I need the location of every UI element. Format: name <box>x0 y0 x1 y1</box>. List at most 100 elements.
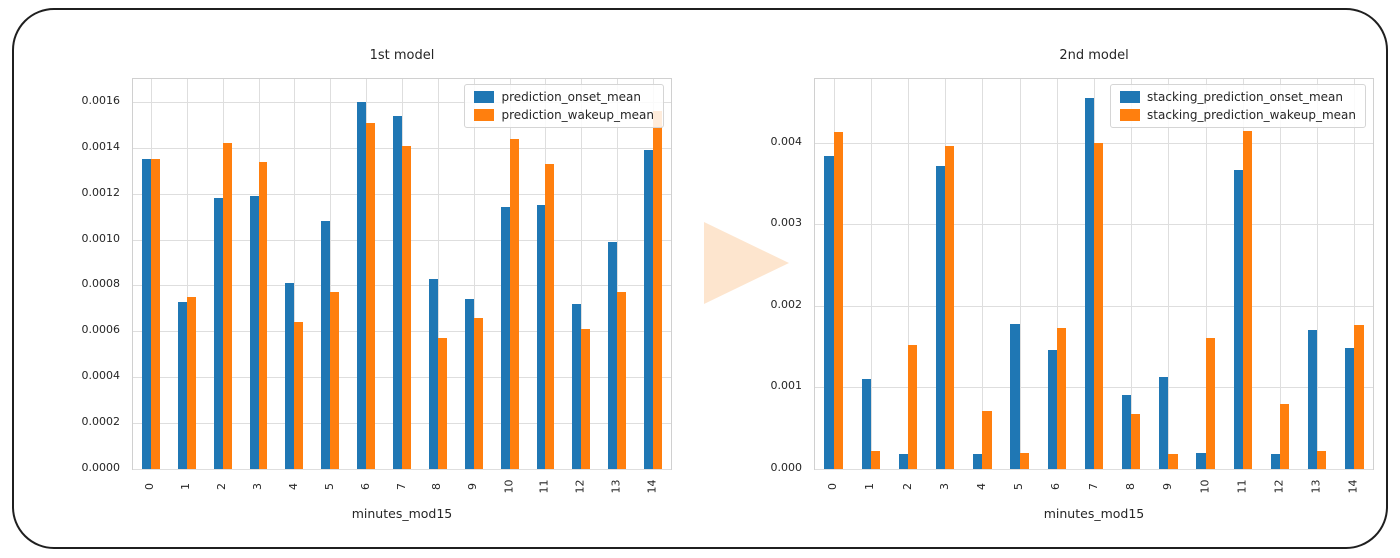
legend-item: stacking_prediction_onset_mean <box>1120 90 1356 104</box>
x-tick-label: 7 <box>1086 482 1100 490</box>
gridline <box>186 79 188 469</box>
y-tick-label: 0.0016 <box>81 93 121 107</box>
y-tick-label: 0.003 <box>770 216 803 230</box>
x-axis-labels: 0 1 2 3 4 5 6 7 8 9 10 11 12 13 14 <box>814 470 1374 506</box>
bar-onset <box>321 221 331 469</box>
chart-2nd-model: 2nd model 0.000 0.001 0.002 0.003 0.004 stac… <box>742 38 1384 543</box>
legend-swatch-onset <box>474 91 495 103</box>
y-tick-label: 0.0012 <box>81 185 121 199</box>
bar-wakeup <box>945 145 955 469</box>
bar-wakeup <box>294 322 304 469</box>
x-tick-label: 11 <box>1235 479 1249 493</box>
y-tick-label: 0.0006 <box>81 323 121 337</box>
legend-swatch-onset <box>1120 91 1141 103</box>
gridline <box>1056 79 1058 469</box>
bar-onset <box>1307 330 1318 469</box>
bar-onset <box>393 115 402 469</box>
gridline <box>437 79 439 469</box>
y-tick-label: 0.0004 <box>81 369 121 383</box>
gridline <box>581 79 583 469</box>
y-axis-labels: 0.0000 0.0002 0.0004 0.0006 0.0008 0.0010 0.00… <box>69 78 126 474</box>
legend-item: prediction_wakeup_mean <box>474 108 654 122</box>
x-tick-label: 5 <box>1012 482 1026 490</box>
x-tick-label: 13 <box>1309 479 1323 493</box>
gridline <box>1317 79 1319 469</box>
bar-onset <box>861 379 871 469</box>
legend: prediction_onset_mean prediction_wakeup_… <box>464 84 664 128</box>
gridline <box>1205 79 1207 469</box>
y-tick-label: 0.0008 <box>81 277 121 291</box>
bar-onset <box>1084 97 1094 469</box>
y-tick-label: 0.000 <box>770 461 803 474</box>
gridline <box>473 79 475 469</box>
x-axis-title: minutes_mod15 <box>1043 506 1145 521</box>
bar-onset <box>249 196 259 469</box>
legend-item: prediction_onset_mean <box>474 90 654 104</box>
bar-wakeup <box>908 344 918 469</box>
bar-onset <box>428 278 438 469</box>
bar-wakeup <box>1317 451 1327 469</box>
legend: stacking_prediction_onset_mean stacking_… <box>1110 84 1366 128</box>
x-tick-label: 1 <box>179 482 193 490</box>
bar-wakeup <box>1019 452 1029 469</box>
bar-onset <box>285 283 295 469</box>
x-tick-label: 11 <box>537 479 551 493</box>
bar-wakeup <box>437 338 447 469</box>
bar-onset <box>464 299 474 469</box>
bar-onset <box>1345 348 1355 469</box>
legend-label-wakeup: stacking_prediction_wakeup_mean <box>1147 108 1356 122</box>
bar-onset <box>177 301 187 469</box>
plot-area: prediction_onset_mean prediction_wakeup_… <box>132 78 672 470</box>
bar-wakeup <box>1280 403 1290 469</box>
gridline <box>1019 79 1021 469</box>
bar-onset <box>935 166 946 469</box>
x-tick-label: 14 <box>1346 479 1360 493</box>
x-tick-label: 6 <box>1049 482 1063 490</box>
bar-onset <box>1233 170 1243 469</box>
gridline <box>294 79 296 469</box>
chart-title: 2nd model <box>1059 48 1129 63</box>
bar-wakeup <box>1168 454 1178 469</box>
gridline <box>908 79 909 469</box>
x-axis-title: minutes_mod15 <box>351 506 453 521</box>
bar-onset <box>357 101 367 469</box>
legend-swatch-wakeup <box>474 109 495 121</box>
bar-onset <box>500 207 510 469</box>
gridline <box>870 79 872 469</box>
bar-onset <box>1047 349 1057 469</box>
legend-swatch-wakeup <box>1120 109 1141 121</box>
bar-wakeup <box>617 292 627 469</box>
x-tick-label: 4 <box>974 482 988 490</box>
y-axis-labels: 0.000 0.001 0.002 0.003 0.004 <box>742 78 808 474</box>
gridline <box>330 79 332 469</box>
x-tick-label: 2 <box>215 482 229 490</box>
legend-label-wakeup: prediction_wakeup_mean <box>501 108 654 122</box>
bar-onset <box>1159 376 1169 469</box>
bar-onset <box>973 454 983 469</box>
bar-onset <box>1121 394 1132 469</box>
bar-onset <box>824 155 834 469</box>
x-tick-label: 5 <box>322 482 336 490</box>
chart-title: 1st model <box>369 48 435 63</box>
arrow-right-icon <box>704 222 789 304</box>
y-tick-label: 0.0002 <box>81 415 121 429</box>
x-tick-label: 8 <box>430 482 444 490</box>
x-tick-label: 3 <box>937 482 951 490</box>
x-tick-label: 8 <box>1123 482 1137 490</box>
bar-wakeup <box>1242 131 1253 469</box>
gridline <box>815 469 1373 470</box>
bar-onset <box>608 241 618 469</box>
bar-onset <box>572 303 582 469</box>
bar-onset <box>898 454 908 469</box>
legend-label-onset: prediction_onset_mean <box>501 90 641 104</box>
bar-wakeup <box>833 132 843 469</box>
x-tick-label: 9 <box>1160 482 1174 490</box>
x-tick-label: 12 <box>573 479 587 493</box>
x-tick-label: 6 <box>358 482 372 490</box>
y-tick-label: 0.0010 <box>81 231 121 245</box>
bar-onset <box>213 198 223 469</box>
gridline <box>133 469 671 470</box>
x-tick-label: 9 <box>466 482 480 490</box>
x-tick-label: 0 <box>143 482 157 490</box>
bar-wakeup <box>1131 413 1141 469</box>
